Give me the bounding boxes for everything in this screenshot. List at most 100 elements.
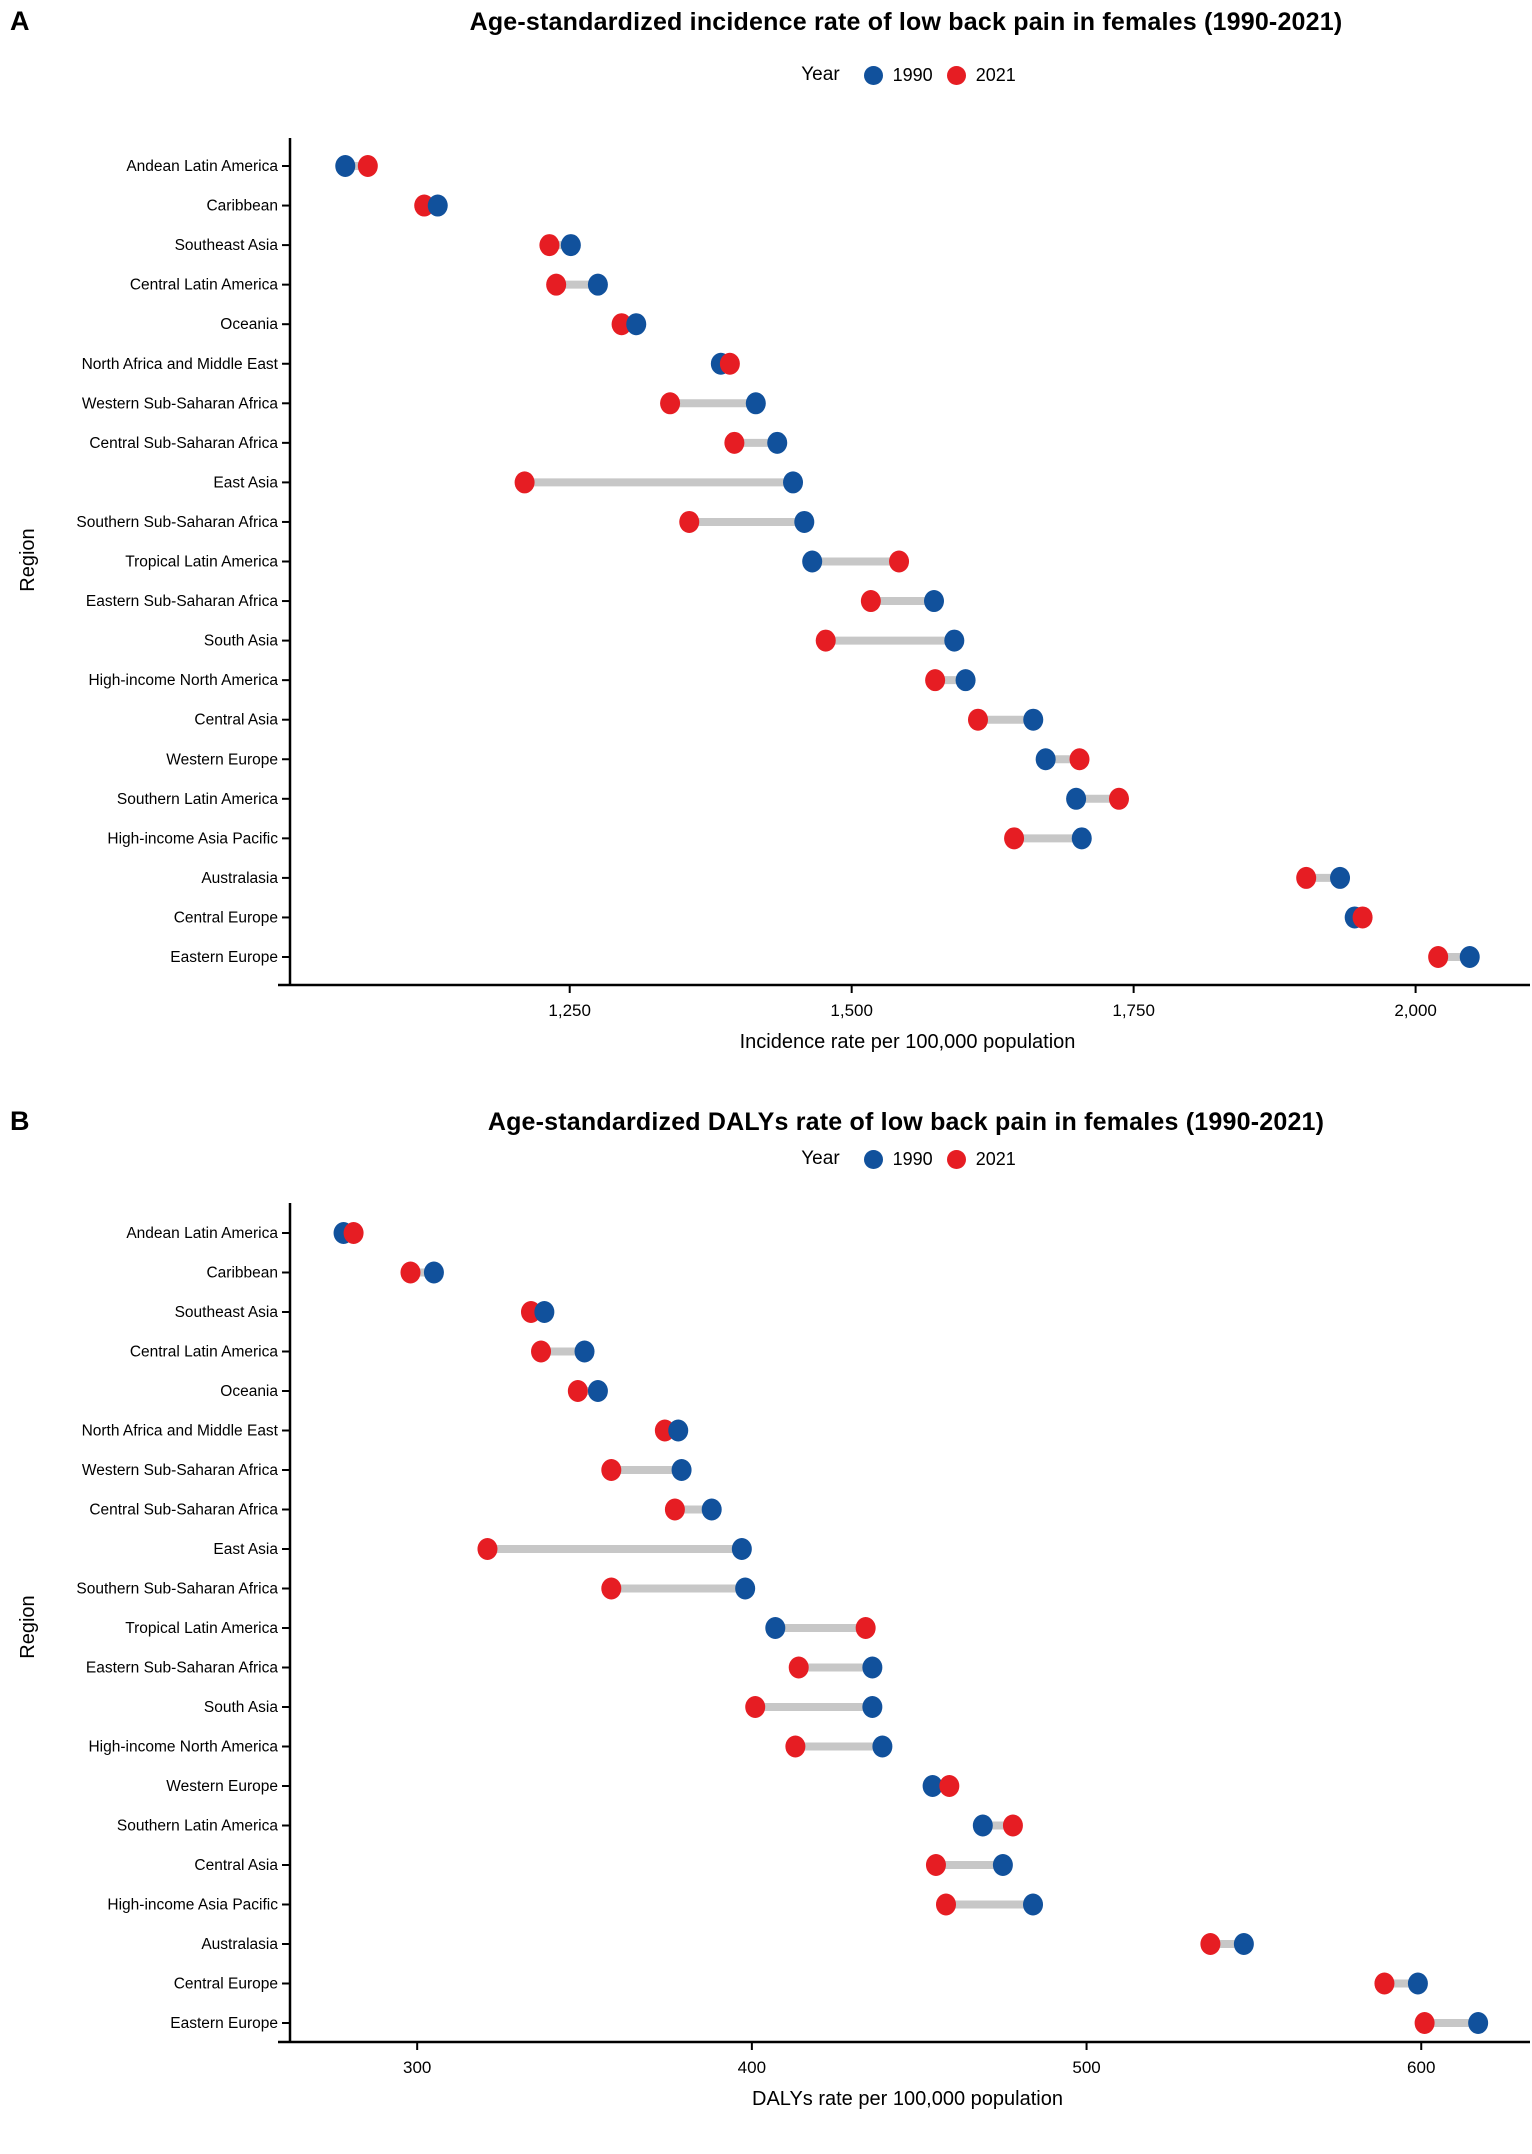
dot-2021 (539, 234, 560, 257)
y-tick-label: North Africa and Middle East (82, 1423, 279, 1440)
dot-2021 (785, 1735, 806, 1758)
dot-2021 (788, 1656, 809, 1679)
dot-1990 (335, 155, 356, 177)
x-tick-label: 1,750 (1112, 1001, 1155, 1020)
dot-1990 (735, 1577, 756, 1600)
dot-2021 (939, 1775, 960, 1797)
y-tick-label: Western Sub-Saharan Africa (82, 1462, 279, 1479)
panel-b-legend: Year 1990 2021 (0, 1148, 1532, 1170)
legend-dot-2021-icon (946, 1149, 966, 1169)
panel-a-letter: A (10, 6, 30, 36)
y-tick-label: High-income Asia Pacific (107, 1897, 278, 1914)
y-tick-label: North Africa and Middle East (82, 356, 279, 373)
dot-1990 (423, 1261, 444, 1284)
dot-2021 (601, 1577, 622, 1600)
y-tick-label: Central Latin America (130, 277, 279, 294)
dot-1990 (1035, 748, 1056, 771)
legend-dot-1990-icon (863, 65, 883, 85)
dot-2021 (935, 1893, 956, 1916)
y-tick-label: Central Europe (174, 1976, 278, 1993)
dot-1990 (783, 471, 804, 494)
y-tick-label: Southeast Asia (175, 237, 279, 254)
y-tick-label: Oceania (220, 1383, 278, 1400)
dot-1990 (765, 1617, 786, 1639)
dot-1990 (534, 1301, 555, 1323)
dot-2021 (343, 1222, 364, 1244)
y-tick-label: Australasia (201, 870, 278, 887)
dot-2021 (1004, 827, 1025, 850)
y-tick-label: Southern Sub-Saharan Africa (76, 1581, 278, 1598)
x-axis-title: Incidence rate per 100,000 population (740, 1031, 1076, 1053)
dot-1990 (1407, 1972, 1428, 1995)
dot-1990 (922, 1775, 943, 1797)
y-tick-label: Central Latin America (130, 1344, 279, 1361)
legend-item-1990: 1990 (863, 65, 933, 86)
dot-2021 (531, 1340, 552, 1363)
y-tick-label: South Asia (204, 633, 278, 650)
y-axis-title: Region (17, 528, 39, 591)
legend-item-1990: 1990 (863, 1148, 933, 1170)
dot-2021 (400, 1261, 421, 1284)
dot-2021 (889, 550, 910, 573)
dot-1990 (955, 669, 976, 692)
dot-1990 (587, 273, 608, 296)
dot-2021 (1296, 866, 1317, 889)
y-tick-label: Eastern Sub-Saharan Africa (86, 1660, 279, 1677)
dot-2021 (1414, 2012, 1435, 2034)
dot-2021 (1200, 1933, 1221, 1955)
y-tick-label: Southern Latin America (117, 791, 279, 808)
dot-2021 (1069, 748, 1090, 771)
dot-2021 (1428, 946, 1449, 968)
dot-1990 (668, 1419, 689, 1442)
y-tick-label: Tropical Latin America (125, 1620, 278, 1637)
dot-1990 (1023, 708, 1044, 731)
legend-title: Year (801, 64, 840, 85)
dot-1990 (1071, 827, 1092, 850)
dot-1990 (767, 431, 788, 454)
dot-1990 (1066, 787, 1087, 810)
dot-2021 (925, 1854, 946, 1876)
x-tick-label: 600 (1407, 2058, 1435, 2077)
dot-1990 (626, 313, 647, 336)
legend-item-2021: 2021 (946, 1148, 1016, 1170)
dot-1990 (802, 550, 823, 573)
legend-dot-2021-icon (946, 65, 966, 85)
x-tick-label: 400 (738, 2058, 766, 2077)
dot-2021 (1108, 787, 1129, 810)
panel-a-title: Age-standardized incidence rate of low b… (469, 8, 1343, 36)
y-tick-label: Western Europe (166, 1778, 278, 1795)
dot-1990 (1233, 1933, 1254, 1955)
dot-2021 (1374, 1972, 1395, 1995)
panel-a-chart: 1,250 1,500 1,750 2,000 Incidence rate per 1… (17, 138, 1530, 1053)
legend-label-1990: 1990 (892, 1148, 933, 1169)
legend-label-2021: 2021 (975, 1148, 1016, 1169)
dot-2021 (855, 1617, 876, 1639)
y-tick-label: Eastern Europe (170, 949, 278, 966)
dot-2021 (601, 1459, 622, 1481)
x-tick-label: 300 (403, 2058, 431, 2077)
y-tick-label: Australasia (201, 1936, 278, 1953)
dot-2021 (679, 510, 700, 533)
panel-b-title: Age-standardized DALYs rate of low back … (487, 1108, 1325, 1136)
dot-1990 (794, 510, 815, 533)
y-tick-label: High-income North America (88, 1739, 278, 1756)
panel-b-letter: B (10, 1106, 30, 1136)
x-axis-title: DALYs rate per 100,000 population (752, 2088, 1063, 2110)
dot-2021 (477, 1538, 498, 1560)
y-tick-label: Andean Latin America (126, 1225, 278, 1242)
dot-1990 (671, 1459, 692, 1481)
dot-1990 (924, 590, 945, 613)
dot-2021 (664, 1498, 685, 1521)
panel-b-chart: 300 400 500 600 DALYs rate per 100,000 popul… (17, 1203, 1530, 2110)
y-tick-label: High-income North America (88, 672, 278, 689)
dot-1990 (862, 1696, 883, 1718)
dot-2021 (925, 669, 946, 692)
y-tick-label: Andean Latin America (126, 158, 278, 175)
y-tick-label: Oceania (220, 316, 278, 333)
y-tick-label: Western Sub-Saharan Africa (82, 395, 279, 412)
dot-1990 (701, 1498, 722, 1521)
dot-1990 (1023, 1893, 1044, 1916)
y-tick-label: East Asia (213, 474, 278, 491)
x-tick-label: 500 (1072, 2058, 1100, 2077)
y-tick-label: Tropical Latin America (125, 554, 278, 571)
